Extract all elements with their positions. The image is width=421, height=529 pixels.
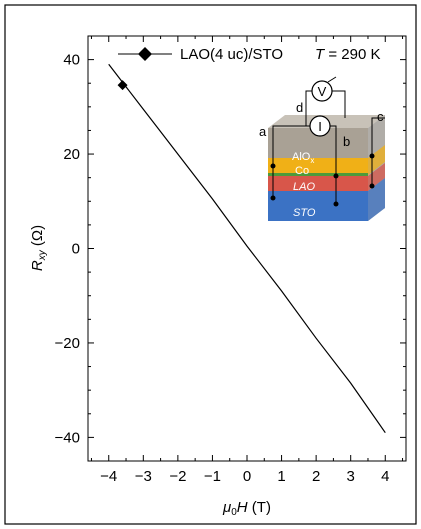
y-tick-label: 0 [72, 241, 80, 258]
y-axis-ticks: −40 −20 0 20 40 [55, 35, 406, 462]
legend: LAO(4 uc)/STO T = 290 K [118, 46, 380, 63]
legend-marker [138, 47, 152, 61]
x-axis-label: μ0H (T) [222, 499, 271, 518]
layer-label-alox: AlOx [292, 151, 314, 165]
contact-label-b: b [343, 134, 350, 149]
x-tick-label: 1 [277, 468, 285, 485]
x-tick-label: 3 [347, 468, 355, 485]
wire-a [272, 125, 310, 145]
wire-b [330, 125, 337, 145]
voltmeter-arrow [327, 76, 337, 83]
contact-dot [333, 173, 339, 179]
y-tick-label: 40 [63, 52, 80, 69]
contact-dot [270, 195, 276, 201]
contact-label-a: a [259, 124, 267, 139]
y-tick-label: 20 [63, 146, 80, 163]
layer-sto-side [368, 178, 385, 221]
x-tick-label: −1 [204, 468, 221, 485]
device-schematic: AlOx Co LAO STO V I a b c d [259, 76, 385, 221]
ammeter [309, 115, 331, 137]
x-tick-label: 2 [312, 468, 320, 485]
layer-green [268, 173, 368, 176]
wire-d [305, 90, 312, 126]
contact-label-c: c [377, 109, 384, 124]
voltmeter [311, 80, 333, 102]
layer-label-sto: STO [293, 207, 316, 219]
wire-v [332, 90, 346, 118]
series-layer [108, 63, 386, 434]
layer-lao [268, 176, 368, 191]
layer-sto [268, 191, 368, 221]
layer-label-co: Co [295, 165, 309, 177]
x-axis-ticks: −4 −3 −2 −1 0 1 2 3 4 [90, 36, 404, 485]
contact-dot [333, 201, 339, 207]
y-axis-label: Rxy (Ω) [29, 225, 48, 271]
contact-label-d: d [296, 100, 303, 115]
y-tick-label: −20 [55, 335, 80, 352]
contact-dot [369, 153, 375, 159]
series-marker [117, 80, 128, 91]
legend-temperature: T = 290 K [315, 46, 380, 63]
voltmeter-label: V [318, 84, 327, 99]
contact-dot [270, 163, 276, 169]
x-tick-label: −2 [169, 468, 186, 485]
x-tick-label: −4 [100, 468, 117, 485]
legend-label: LAO(4 uc)/STO [180, 46, 283, 63]
wire-c [371, 117, 385, 140]
layer-label-lao: LAO [293, 181, 315, 193]
y-tick-label: −40 [55, 429, 80, 446]
x-tick-label: 0 [243, 468, 251, 485]
series-line [108, 63, 386, 434]
ammeter-label: I [318, 119, 322, 134]
contact-dot [369, 183, 375, 189]
x-tick-label: −3 [135, 468, 152, 485]
layer-co [268, 158, 368, 175]
x-tick-label: 4 [381, 468, 389, 485]
plot-area: −4 −3 −2 −1 0 1 2 3 4 −40 −20 0 20 40 [55, 35, 407, 485]
panel-border [4, 4, 417, 525]
